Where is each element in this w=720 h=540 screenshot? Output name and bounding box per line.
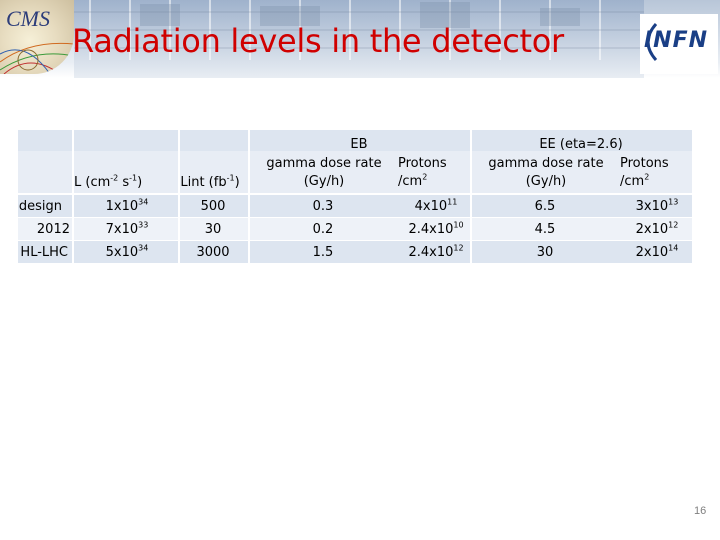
lumi-cell: 1x1034 [105,197,149,214]
eb-protons-header-line1: Protons [398,156,447,171]
ee-dose-header-line1: gamma dose rate [488,156,604,171]
ee-protons-cell: 3x1013 [635,197,679,214]
lint-cell: 30 [204,222,222,237]
eb-protons-header: Protons /cm2 [398,155,447,191]
ee-protons-header: Protons /cm2 [620,155,669,191]
eb-dose-cell: 1.5 [312,245,334,260]
table-band-row [18,241,692,263]
row-label: design [18,199,62,214]
table-band-header [18,151,692,193]
table-band-row [18,195,692,217]
lint-header: Lint (fb-1) [180,173,240,190]
ee-dose-cell: 4.5 [534,222,556,237]
header-banner [0,0,720,78]
table-band-top [18,130,692,151]
slide-title: Radiation levels in the detector [72,22,564,60]
ee-protons-header-line2: /cm2 [620,172,650,189]
eb-protons-header-line2: /cm2 [398,172,428,189]
column-divider [470,130,472,263]
page-number: 16 [694,505,707,517]
column-divider [178,130,180,263]
eb-protons-cell: 2.4x1010 [408,220,464,237]
ee-protons-cell: 2x1012 [635,220,679,237]
lint-cell: 3000 [196,245,230,260]
eb-protons-cell: 2.4x1012 [408,243,464,260]
cms-event-graphic [0,42,74,74]
infn-logo-text: INFN [644,28,709,53]
ee-protons-header-line1: Protons [620,156,669,171]
eb-dose-cell: 0.3 [312,199,334,214]
ee-dose-cell: 30 [536,245,554,260]
detector-photo-strip [74,0,644,78]
eb-group-header: EB [350,137,368,152]
ee-group-header: EE (eta=2.6) [539,137,623,152]
column-divider [248,130,250,263]
infn-arc-icon [646,23,658,61]
infn-logo [640,14,718,74]
ee-dose-header-line2: (Gy/h) [525,174,567,189]
table-band-row [18,218,692,240]
lumi-cell: 7x1033 [105,220,149,237]
eb-dose-header-line2: (Gy/h) [303,174,345,189]
cms-logo-text: CMS [6,6,50,31]
eb-dose-cell: 0.2 [312,222,334,237]
row-label: 2012 [36,222,70,237]
row-label: HL-LHC [20,245,68,260]
eb-dose-header: gamma dose rate (Gy/h) [266,155,381,191]
ee-protons-cell: 2x1014 [635,243,679,260]
cms-logo: CMS [0,0,74,74]
ee-dose-cell: 6.5 [534,199,556,214]
column-divider [72,130,74,263]
eb-dose-header-line1: gamma dose rate [266,156,382,171]
lumi-cell: 5x1034 [105,243,149,260]
lint-cell: 500 [200,199,226,214]
ee-dose-header: gamma dose rate (Gy/h) [488,155,603,191]
eb-protons-cell: 4x1011 [414,197,458,214]
lumi-header: L (cm-2 s-1) [74,173,143,190]
